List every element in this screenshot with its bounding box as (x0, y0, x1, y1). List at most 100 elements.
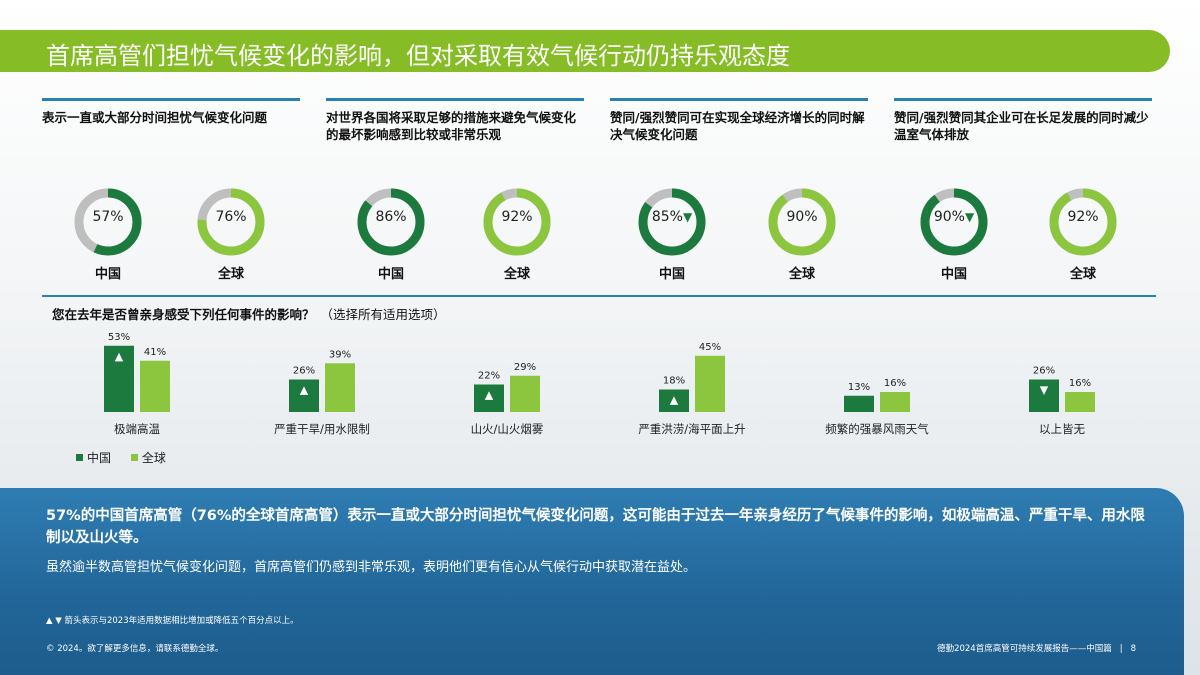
title-bar: 首席高管们担忧气候变化的影响，但对采取有效气候行动仍持乐观态度 (0, 30, 1170, 72)
bar-global (880, 392, 910, 412)
donut-chart-6: 90% 全球 (767, 187, 837, 287)
donut-caption: 全球 (217, 267, 244, 282)
legend-label: 中国 (87, 451, 112, 465)
donut-chart-5: 85%▼ 中国 (637, 187, 707, 287)
donut-fill (638, 188, 706, 256)
donut-caption: 中国 (377, 267, 404, 282)
question-text: 您在去年是否曾亲身感受下列任何事件的影响？ (52, 307, 315, 322)
donut-caption: 全球 (788, 267, 815, 282)
bar-value-label: 45% (699, 342, 721, 353)
legend-item-china: 中国 (76, 449, 111, 466)
insight-body: 虽然逾半数高管担忧气候变化问题，首席高管们仍感到非常乐观，表明他们更有信心从气候… (46, 560, 697, 575)
donut-fill (1049, 188, 1117, 256)
bar-value-label: 18% (663, 376, 685, 387)
topic-optimism: 对世界各国将采取足够的措施来避免气候变化的最坏影响感到比较或非常乐观 (326, 98, 584, 143)
donut-chart-3: 86% 中国 (356, 187, 426, 287)
topic-text: 赞同/强烈赞同可在实现全球经济增长的同时解决气候变化问题 (610, 110, 865, 142)
donut-ring (357, 188, 425, 256)
donut-ring (638, 188, 706, 256)
copyright: © 2024。欲了解更多信息，请联系德勤全球。 (46, 644, 224, 654)
increase-marker: ▲ (485, 389, 494, 402)
bar-china (289, 379, 319, 412)
bar-value-label: 22% (478, 371, 500, 382)
bar-global (510, 375, 540, 412)
category-label: 严重洪涝/海平面上升 (638, 422, 745, 436)
bar-value-label: 13% (848, 382, 870, 393)
question-note: （选择所有适用选项） (320, 307, 446, 322)
bar-value-label: 53% (108, 332, 130, 343)
donut-value: 76% (215, 209, 247, 225)
bar-value-label: 41% (144, 347, 166, 358)
bar-china (474, 384, 504, 412)
insight-panel (0, 488, 1184, 675)
donut-fill (357, 188, 425, 256)
bar-value-label: 16% (884, 378, 906, 389)
bar-chart: 53% ▲ 41% 极端高温 26% ▲ 39% 严重干旱/用水限制 22% ▲ 29% 山火/山火烟… (104, 332, 1095, 436)
legend-label: 全球 (141, 451, 166, 465)
donut-chart-4: 92% 全球 (482, 187, 552, 287)
donut-chart-7: 90%▼ 中国 (919, 187, 989, 287)
legend: 中国 全球 (76, 449, 182, 466)
increase-marker: ▲ (670, 394, 679, 407)
donut-value: 90% (786, 209, 818, 225)
insight-headline: 57%的中国首席高管（76%的全球首席高管）表示一直或大部分时间担忧气候变化问题… (46, 508, 1145, 546)
bar-global (1065, 392, 1095, 412)
bar-chart-question: 您在去年是否曾亲身感受下列任何事件的影响？ （选择所有适用选项） (52, 304, 446, 323)
topic-worry: 表示一直或大部分时间担忧气候变化问题 (42, 98, 300, 126)
topic-emissions: 赞同/强烈赞同其企业可在长足发展的同时减少温室气体排放 (894, 98, 1152, 143)
bar-global (140, 360, 170, 412)
bar-china (659, 389, 689, 412)
footer-separator: | (1119, 644, 1123, 654)
category-label: 极端高温 (114, 422, 160, 436)
donut-ring (920, 188, 988, 256)
donut-ring (74, 188, 142, 256)
donut-fill (920, 188, 988, 256)
page-title: 首席高管们担忧气候变化的影响，但对采取有效气候行动仍持乐观态度 (46, 42, 790, 70)
page-number: 8 (1130, 644, 1136, 654)
donut-fill (197, 188, 265, 256)
legend-item-global: 全球 (130, 449, 166, 466)
category-label: 严重干旱/用水限制 (274, 422, 370, 436)
bar-china (844, 395, 874, 412)
footer-report-title: 德勤2024首席高管可持续发展报告——中国篇 | 8 (937, 642, 1136, 654)
donut-value: 86% (375, 209, 407, 225)
donut-value: 92% (501, 209, 533, 225)
donut-value: 92% (1067, 209, 1099, 225)
donut-ring (197, 188, 265, 256)
donut-value: 85%▼ (651, 209, 693, 225)
bar-value-label: 26% (1033, 366, 1055, 377)
topic-text: 表示一直或大部分时间担忧气候变化问题 (42, 110, 268, 125)
topic-growth: 赞同/强烈赞同可在实现全球经济增长的同时解决气候变化问题 (610, 98, 868, 143)
donut-ring (1049, 188, 1117, 256)
bar-global (695, 355, 725, 412)
bar-value-label: 29% (514, 362, 536, 373)
change-marker: ▼ (682, 210, 693, 224)
category-label: 频繁的强暴风雨天气 (825, 422, 929, 436)
bar-china (104, 345, 134, 412)
donut-fill (74, 188, 142, 256)
donut-chart-2: 76% 全球 (196, 187, 266, 287)
bar-value-label: 16% (1069, 378, 1091, 389)
legend-swatch-global (130, 454, 138, 461)
donut-caption: 中国 (94, 267, 121, 282)
donut-ring (768, 188, 836, 256)
legend-swatch-china (76, 454, 83, 461)
donut-caption: 中国 (658, 267, 685, 282)
donut-chart-8: 92% 全球 (1048, 187, 1118, 287)
donut-fill (483, 188, 551, 256)
bar-global (325, 363, 355, 412)
topic-text: 赞同/强烈赞同其企业可在长足发展的同时减少温室气体排放 (894, 110, 1149, 142)
change-marker: ▼ (964, 210, 975, 224)
report-title: 德勤2024首席高管可持续发展报告——中国篇 (937, 644, 1112, 654)
bar-china (1029, 379, 1059, 412)
donut-chart-1: 57% 中国 (73, 187, 143, 287)
bar-value-label: 26% (293, 366, 315, 377)
topic-text: 对世界各国将采取足够的措施来避免气候变化的最坏影响感到比较或非常乐观 (326, 110, 577, 142)
donut-ring (483, 188, 551, 256)
footnote: ▲ ▼ 箭头表示与2023年适用数据相比增加或降低五个百分点以上。 (46, 616, 299, 626)
donut-value: 57% (92, 209, 124, 225)
donut-value: 90%▼ (933, 209, 975, 225)
donut-fill (768, 188, 836, 256)
category-label: 山火/山火烟雾 (471, 422, 544, 436)
donut-caption: 全球 (503, 267, 530, 282)
